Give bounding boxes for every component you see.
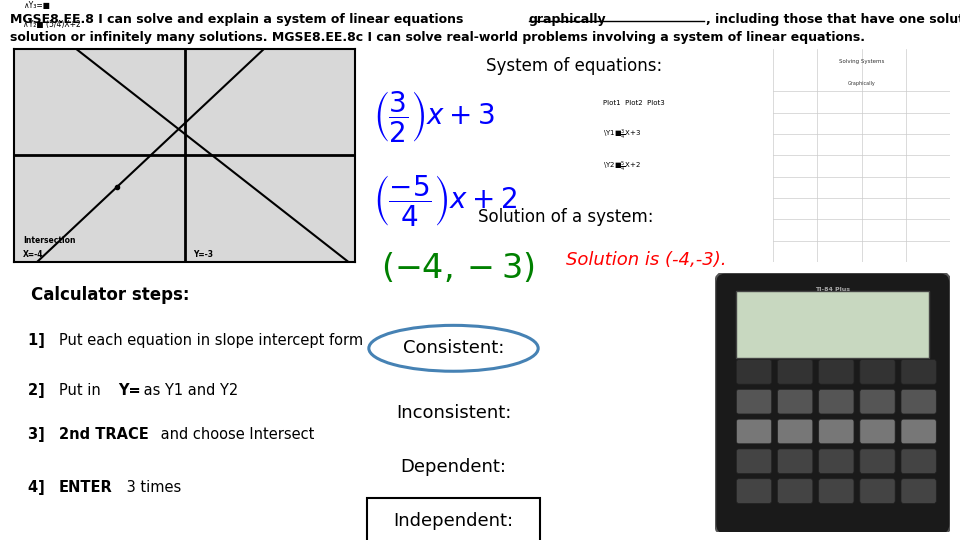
Text: Put each equation in slope intercept form: Put each equation in slope intercept for… [59,333,363,348]
FancyBboxPatch shape [819,479,854,503]
Text: and choose Intersect: and choose Intersect [156,427,314,442]
FancyBboxPatch shape [715,273,950,535]
FancyBboxPatch shape [860,389,895,414]
Text: Independent:: Independent: [394,512,514,530]
FancyBboxPatch shape [901,479,936,503]
Text: Solution of a system:: Solution of a system: [478,208,653,226]
Text: Calculator steps:: Calculator steps: [32,286,190,303]
FancyBboxPatch shape [778,449,813,474]
FancyBboxPatch shape [819,449,854,474]
Text: $\left(\dfrac{3}{2}\right)x+3$: $\left(\dfrac{3}{2}\right)x+3$ [372,89,494,144]
FancyBboxPatch shape [778,419,813,444]
Text: 2nd TRACE: 2nd TRACE [59,427,149,442]
Text: \Y2$\blacksquare\frac{5}{4}$X+2: \Y2$\blacksquare\frac{5}{4}$X+2 [603,160,640,174]
Text: Plot1  Plot2  Plot3: Plot1 Plot2 Plot3 [603,100,664,106]
FancyBboxPatch shape [860,449,895,474]
FancyBboxPatch shape [860,419,895,444]
FancyBboxPatch shape [860,479,895,503]
FancyBboxPatch shape [901,360,936,384]
FancyBboxPatch shape [901,449,936,474]
Text: $(-4,-3)$: $(-4,-3)$ [381,251,535,285]
Text: Y=-3: Y=-3 [193,249,213,259]
FancyBboxPatch shape [778,479,813,503]
Text: X=-4: X=-4 [23,249,43,259]
FancyBboxPatch shape [819,360,854,384]
Text: \Y1$\blacksquare\frac{3}{4}$X+3: \Y1$\blacksquare\frac{3}{4}$X+3 [603,128,641,143]
Text: Intersection: Intersection [23,235,76,245]
Text: Graphically: Graphically [848,80,876,86]
Text: as Y1 and Y2: as Y1 and Y2 [139,383,238,397]
Text: Solution is (-4,-3).: Solution is (-4,-3). [566,251,727,269]
Text: Inconsistent:: Inconsistent: [396,404,511,422]
FancyBboxPatch shape [819,419,854,444]
FancyBboxPatch shape [778,389,813,414]
FancyBboxPatch shape [736,360,772,384]
Text: TI-84 Plus: TI-84 Plus [815,287,851,292]
Text: MGSE8.EE.8 I can solve and explain a system of linear equations: MGSE8.EE.8 I can solve and explain a sys… [10,14,468,26]
Text: 3]: 3] [28,427,50,442]
FancyBboxPatch shape [736,419,772,444]
FancyBboxPatch shape [901,389,936,414]
Text: Y=: Y= [118,383,141,397]
Text: , including those that have one solution,  no: , including those that have one solution… [706,14,960,26]
Text: 2]: 2] [28,383,50,397]
Text: Dependent:: Dependent: [400,458,507,476]
Text: Consistent:: Consistent: [403,339,504,357]
FancyBboxPatch shape [736,449,772,474]
Text: System of equations:: System of equations: [486,57,662,75]
FancyBboxPatch shape [736,479,772,503]
Text: Put in: Put in [59,383,105,397]
Text: solution or infinitely many solutions. MGSE8.EE.8c I can solve real-world proble: solution or infinitely many solutions. M… [10,31,865,44]
FancyBboxPatch shape [819,389,854,414]
Text: 3 times: 3 times [122,480,181,495]
FancyBboxPatch shape [736,291,929,358]
FancyBboxPatch shape [901,419,936,444]
Text: 4]: 4] [28,480,50,495]
Text: ∧Y₂■ (5/4)X+2: ∧Y₂■ (5/4)X+2 [23,21,81,29]
FancyBboxPatch shape [778,360,813,384]
Text: 1]: 1] [28,333,50,348]
FancyBboxPatch shape [736,389,772,414]
Text: ENTER: ENTER [59,480,112,495]
FancyBboxPatch shape [860,360,895,384]
Text: ∧Y₃=■: ∧Y₃=■ [23,1,50,10]
Text: Solving Systems: Solving Systems [839,59,884,64]
Text: $\left(\dfrac{-5}{4}\right)x+2$: $\left(\dfrac{-5}{4}\right)x+2$ [372,173,517,228]
Text: graphically: graphically [529,14,607,26]
